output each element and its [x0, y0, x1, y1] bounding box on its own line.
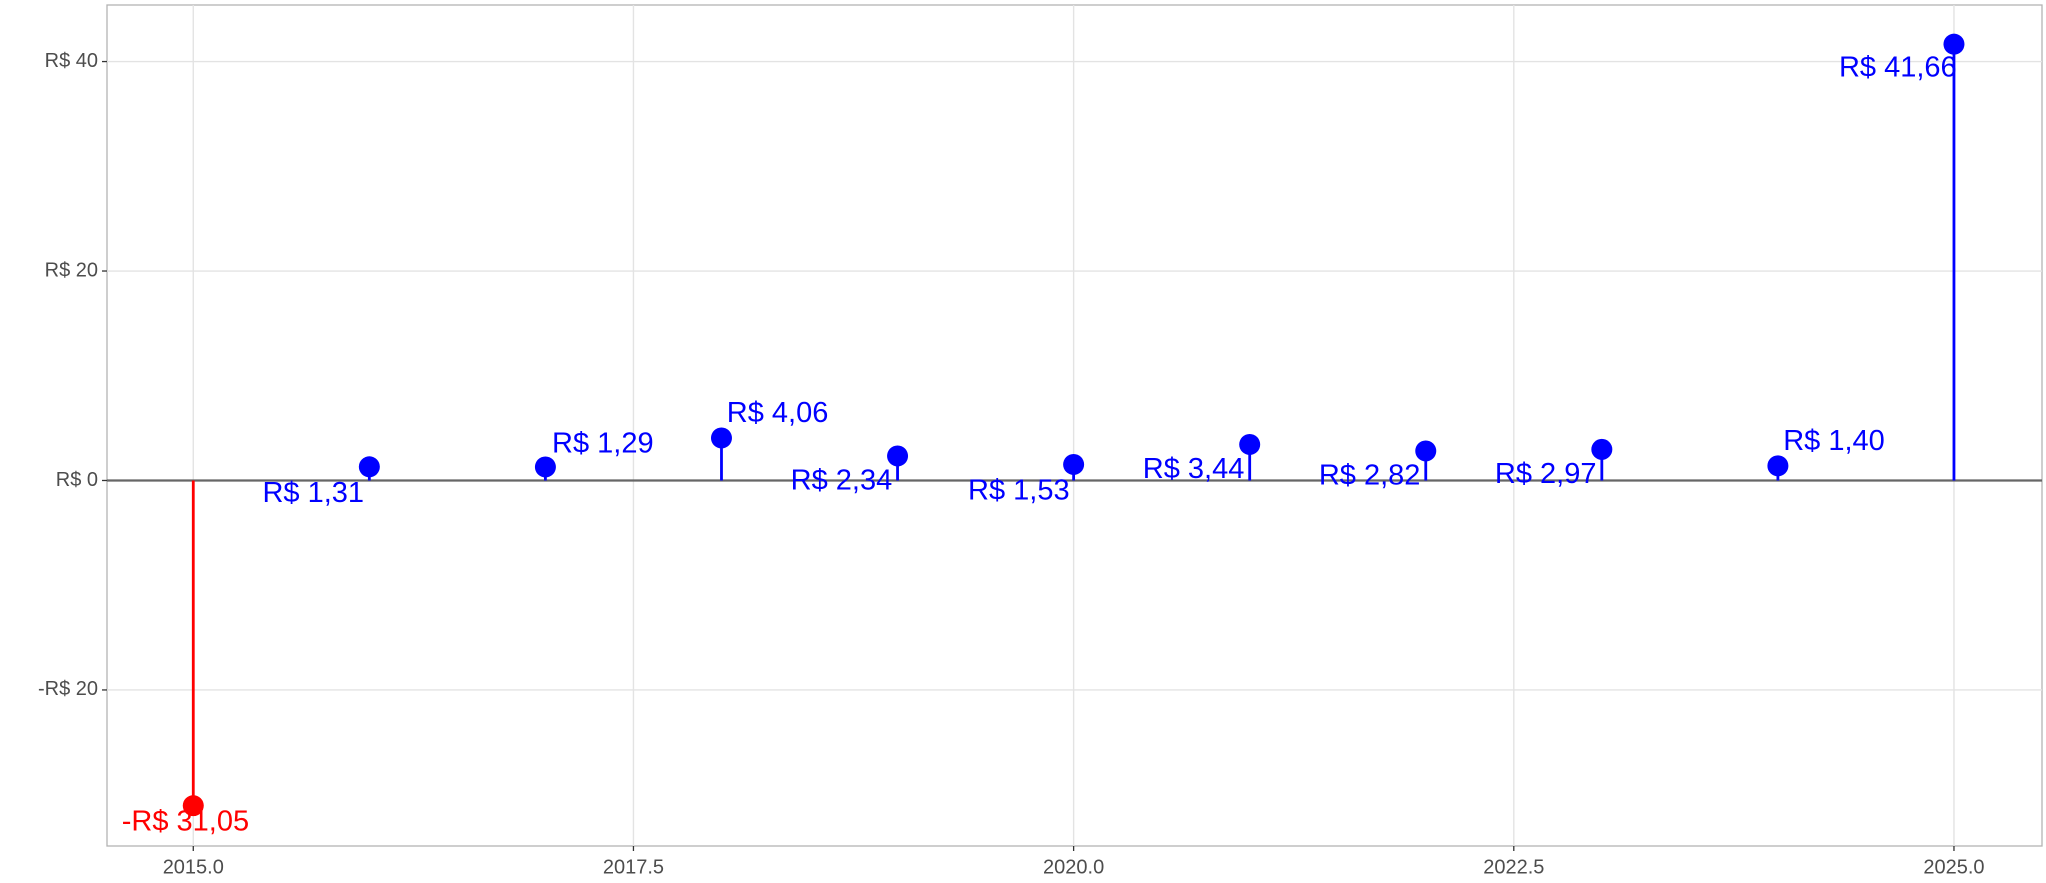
value-label: R$ 1,29 [552, 427, 654, 459]
point [1767, 455, 1789, 477]
y-tick-label: R$ 40 [45, 50, 98, 72]
point [1415, 440, 1437, 462]
value-label: R$ 1,53 [968, 475, 1070, 507]
y-tick-label: -R$ 20 [38, 678, 98, 700]
value-label: R$ 3,44 [1143, 453, 1245, 485]
point [887, 445, 909, 467]
value-label: -R$ 31,05 [122, 805, 249, 837]
point [358, 456, 380, 478]
point [534, 456, 556, 478]
x-tick-label: 2017.5 [603, 856, 664, 878]
x-tick-label: 2022.5 [1483, 856, 1544, 878]
point [182, 795, 204, 817]
value-label: R$ 4,06 [727, 397, 829, 429]
y-tick-label: R$ 20 [45, 259, 98, 281]
value-label: R$ 1,40 [1783, 425, 1885, 457]
point [1063, 453, 1085, 475]
value-label: R$ 41,66 [1839, 52, 1957, 84]
point [1943, 33, 1965, 55]
value-label: R$ 2,82 [1319, 460, 1421, 492]
y-tick-label: R$ 0 [56, 469, 98, 491]
value-label: R$ 2,34 [791, 465, 893, 497]
value-label: R$ 1,31 [262, 477, 364, 509]
value-label: R$ 2,97 [1495, 458, 1597, 490]
x-tick-label: 2015.0 [163, 856, 224, 878]
point [1239, 433, 1261, 455]
x-tick-label: 2025.0 [1923, 856, 1984, 878]
plot-panel [106, 4, 2043, 847]
point [710, 427, 732, 449]
point [1591, 438, 1613, 460]
x-tick-label: 2020.0 [1043, 856, 1104, 878]
